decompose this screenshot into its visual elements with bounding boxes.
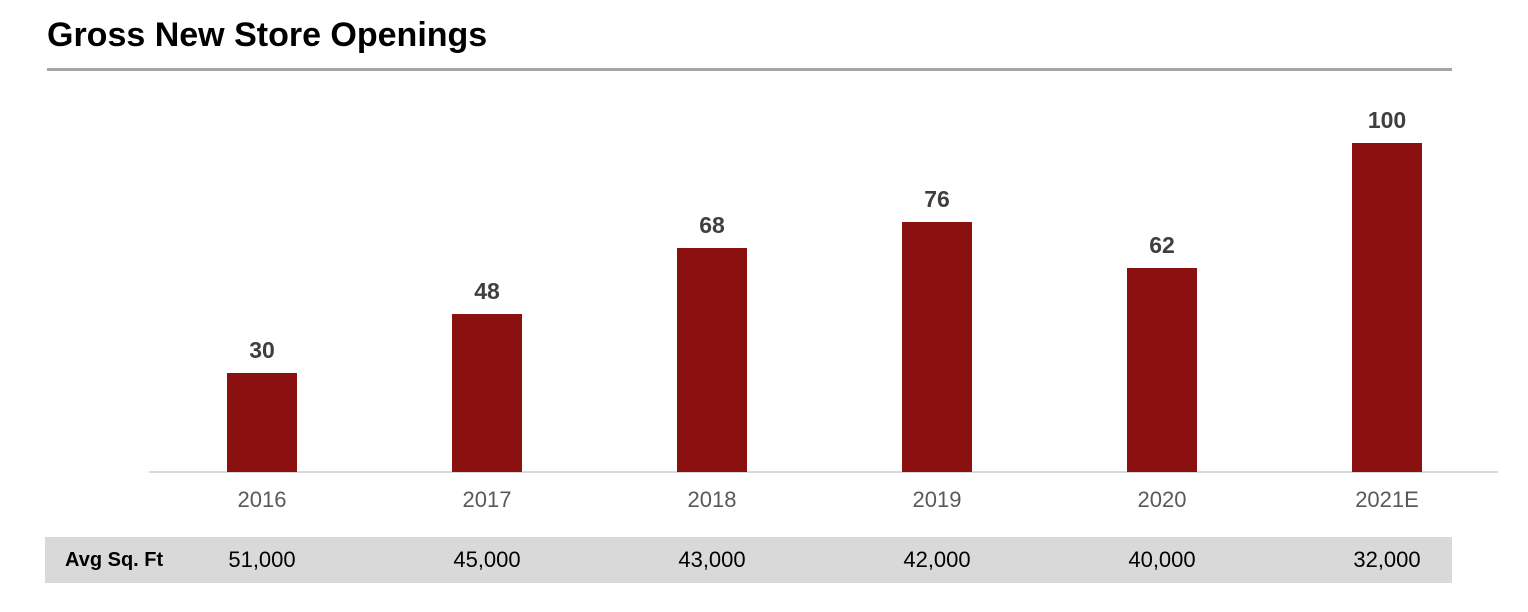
bar-value-label: 30 [249,337,275,363]
avg-sqft-value: 40,000 [1128,547,1196,572]
x-axis-line [149,471,1498,473]
title-underline [47,68,1452,71]
bar-value-label: 76 [924,186,950,212]
bar [227,373,297,472]
bar [902,222,972,472]
x-tick-label: 2021E [1355,487,1419,512]
avg-sqft-value: 43,000 [678,547,746,572]
bar [677,248,747,472]
x-tick-label: 2016 [237,487,287,512]
bar-value-label: 48 [474,278,500,304]
page-title: Gross New Store Openings [47,16,488,54]
avg-sqft-value: 32,000 [1353,547,1421,572]
bar [1352,143,1422,472]
x-tick-label: 2020 [1137,487,1187,512]
avg-sqft-value: 45,000 [453,547,521,572]
bar-value-label: 68 [699,212,725,238]
x-tick-label: 2018 [687,487,737,512]
x-tick-label: 2017 [462,487,512,512]
bar [452,314,522,472]
avg-sqft-row-header: Avg Sq. Ft [65,549,164,571]
avg-sqft-table-row: Avg Sq. Ft 51,000 45,000 43,000 42,000 40,00… [45,537,1452,583]
avg-sqft-value: 42,000 [903,547,971,572]
x-tick-label: 2019 [912,487,962,512]
bar [1127,268,1197,472]
bar-value-label: 62 [1149,232,1175,258]
bar-value-label: 100 [1367,107,1407,133]
avg-sqft-value: 51,000 [228,547,296,572]
